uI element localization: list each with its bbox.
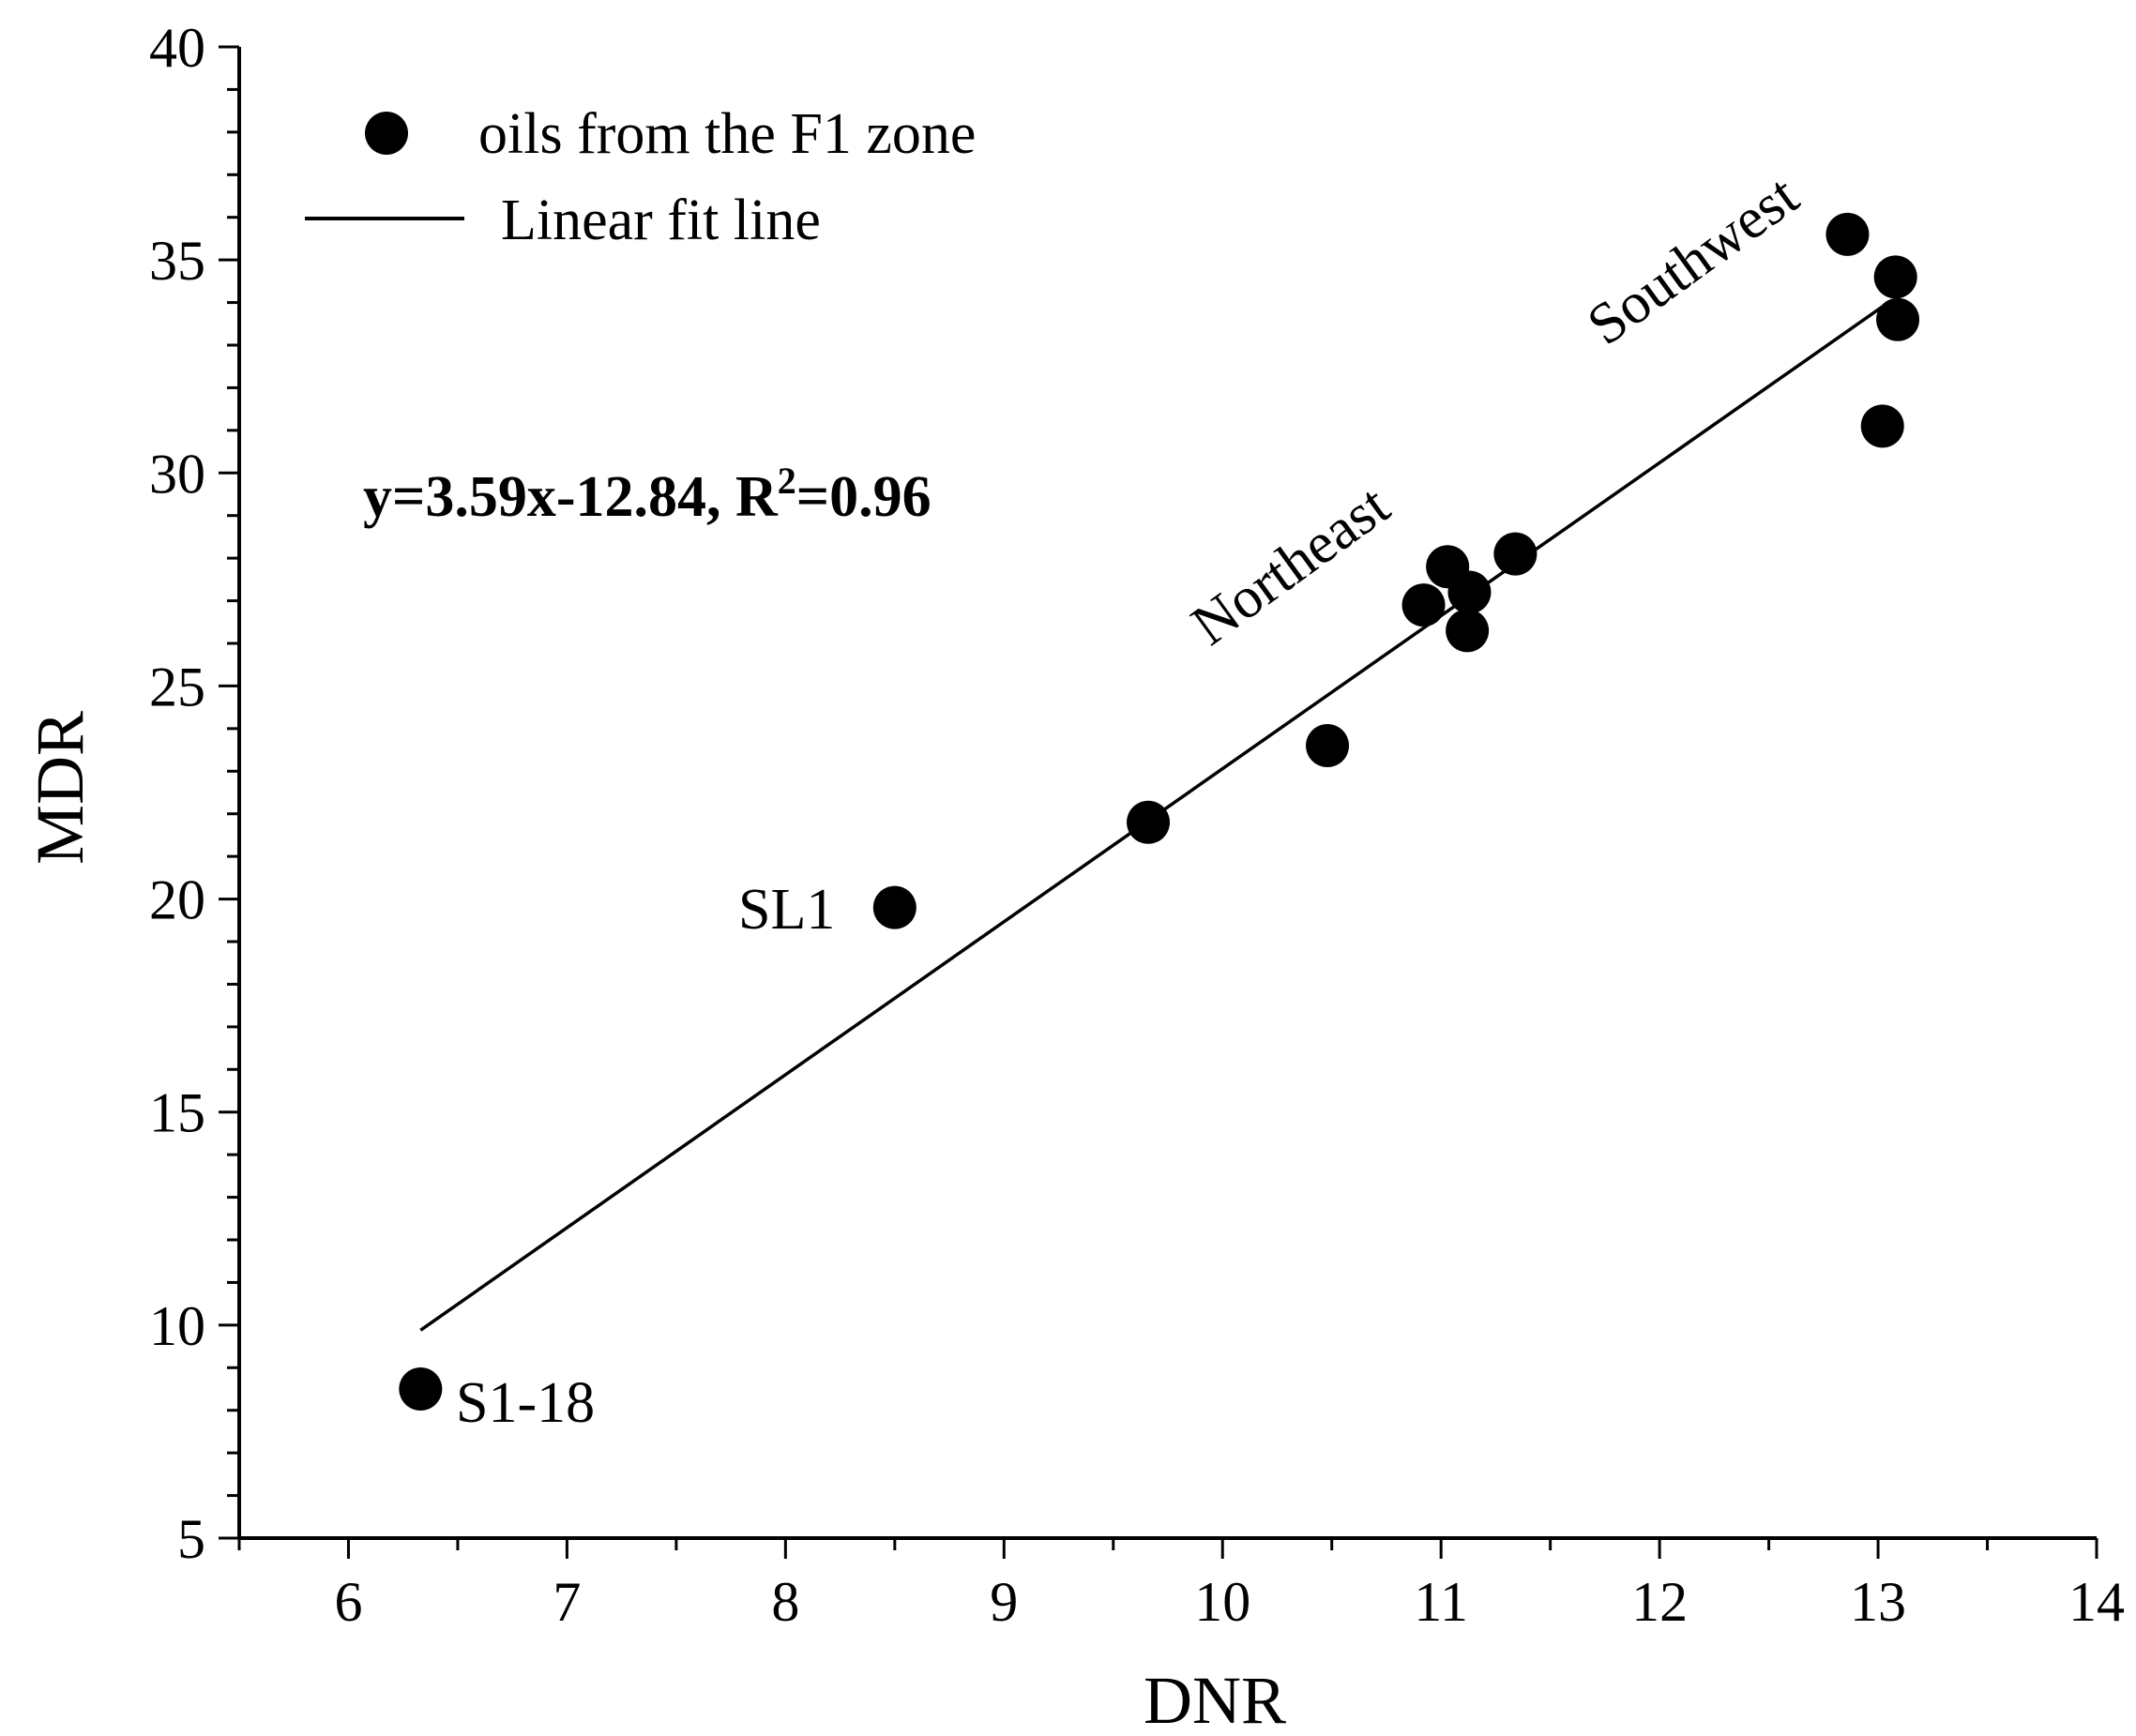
x-tick-label: 14: [2068, 1571, 2125, 1633]
x-tick-label: 11: [1414, 1571, 1468, 1633]
data-point: [1825, 212, 1870, 256]
data-point: [399, 1367, 443, 1411]
y-tick-label: 10: [149, 1295, 205, 1357]
legend-label-fit-line: Linear fit line: [501, 189, 821, 252]
data-point: [872, 885, 917, 929]
x-tick-label: 13: [1850, 1571, 1906, 1633]
data-point: [1873, 255, 1917, 299]
x-tick-label: 6: [334, 1571, 362, 1633]
y-tick-label: 30: [149, 443, 205, 505]
points-layer: [399, 212, 1920, 1411]
data-point: [1447, 570, 1492, 614]
y-tick-label: 35: [149, 230, 205, 292]
point-label-sl1: SL1: [738, 878, 835, 942]
data-point: [1876, 297, 1920, 341]
y-tick-label: 40: [149, 17, 205, 79]
y-tick-label: 20: [149, 869, 205, 931]
y-tick-label: 15: [149, 1082, 205, 1144]
x-tick-label: 9: [990, 1571, 1018, 1633]
y-tick-label: 5: [177, 1508, 205, 1570]
x-tick-label: 7: [553, 1571, 581, 1633]
data-point: [1493, 532, 1538, 576]
fit-equation-tail: =0.96: [796, 465, 932, 529]
data-point: [1860, 404, 1904, 448]
data-point: [1306, 724, 1350, 768]
x-tick-label: 10: [1194, 1571, 1250, 1633]
point-label-s1-18: S1-18: [456, 1371, 595, 1435]
data-point: [1446, 609, 1490, 653]
fit-equation-main: y=3.59x-12.84, R: [363, 465, 779, 529]
region-label-northeast: Northeast: [1180, 474, 1401, 658]
fit-equation-superscript: 2: [778, 460, 796, 502]
fit-equation: y=3.59x-12.84, R2=0.96: [363, 460, 932, 529]
legend-label-points: oils from the F1 zone: [478, 102, 976, 166]
data-point: [1401, 583, 1446, 627]
x-tick-label: 12: [1631, 1571, 1688, 1633]
data-point: [1127, 800, 1171, 844]
legend-marker-points: [365, 112, 408, 155]
y-axis-title: MDR: [23, 711, 98, 865]
x-axis-title: DNR: [1144, 1663, 1286, 1736]
axes: [237, 47, 2097, 1540]
y-tick-label: 25: [149, 656, 205, 717]
ticks: 6 7 8 9 10 11 12 13 14 5 10 15 20 25 30 35 40: [149, 17, 2125, 1633]
region-label-southwest: Southwest: [1576, 163, 1810, 357]
x-tick-label: 8: [771, 1571, 799, 1633]
legend: oils from the F1 zone Linear fit line: [305, 102, 976, 252]
